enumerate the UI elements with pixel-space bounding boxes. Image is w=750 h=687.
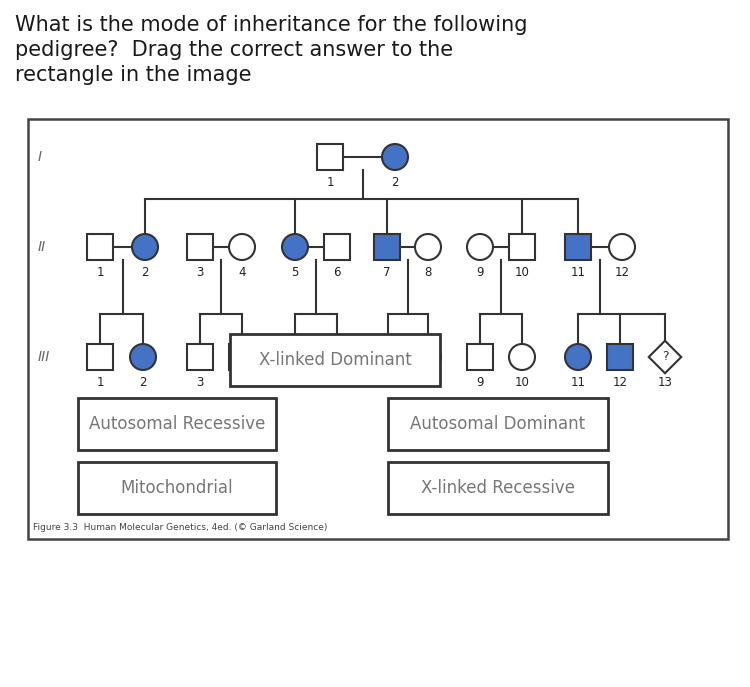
Text: Mitochondrial: Mitochondrial [121, 479, 233, 497]
Bar [565, 234, 591, 260]
Bar [375, 344, 401, 370]
Bar [187, 344, 213, 370]
Text: 5: 5 [291, 266, 298, 279]
Text: III: III [38, 350, 50, 364]
Text: X-linked Dominant: X-linked Dominant [259, 351, 411, 369]
Circle shape [282, 234, 308, 260]
Text: ?: ? [662, 350, 668, 363]
Text: 4: 4 [238, 376, 246, 389]
Text: II: II [38, 240, 46, 254]
Text: 6: 6 [333, 376, 340, 389]
Circle shape [609, 234, 635, 260]
Text: 7: 7 [383, 266, 391, 279]
Circle shape [467, 234, 493, 260]
Bar [28, 119, 728, 539]
Text: 3: 3 [196, 266, 204, 279]
Polygon shape [649, 341, 681, 373]
Circle shape [382, 144, 408, 170]
Text: 10: 10 [514, 266, 529, 279]
Bar [607, 344, 633, 370]
Bar [187, 234, 213, 260]
Circle shape [130, 344, 156, 370]
Bar [388, 462, 608, 514]
Text: 8: 8 [424, 376, 432, 389]
Text: 2: 2 [392, 176, 399, 189]
Bar [230, 334, 440, 386]
Circle shape [132, 234, 158, 260]
Text: 13: 13 [658, 376, 673, 389]
Bar [388, 398, 608, 450]
Text: 1: 1 [326, 176, 334, 189]
Text: 2: 2 [141, 266, 148, 279]
Circle shape [282, 344, 308, 370]
Text: 1: 1 [96, 376, 104, 389]
Text: 2: 2 [140, 376, 147, 389]
Bar [374, 234, 400, 260]
Text: 10: 10 [514, 376, 529, 389]
Text: 9: 9 [476, 266, 484, 279]
Circle shape [229, 234, 255, 260]
Text: 11: 11 [571, 266, 586, 279]
Text: X-linked Recessive: X-linked Recessive [421, 479, 575, 497]
Text: Autosomal Recessive: Autosomal Recessive [88, 415, 266, 433]
Bar [78, 462, 276, 514]
Bar [324, 234, 350, 260]
Text: 9: 9 [476, 376, 484, 389]
Text: rectangle in the image: rectangle in the image [15, 65, 251, 85]
Text: pedigree?  Drag the correct answer to the: pedigree? Drag the correct answer to the [15, 40, 453, 60]
Bar [87, 234, 113, 260]
Circle shape [509, 344, 535, 370]
Circle shape [415, 344, 441, 370]
Bar [229, 344, 255, 370]
Bar [78, 398, 276, 450]
Bar [467, 344, 493, 370]
Circle shape [565, 344, 591, 370]
Bar [509, 234, 535, 260]
Bar [324, 344, 350, 370]
Text: 6: 6 [333, 266, 340, 279]
Circle shape [415, 234, 441, 260]
Text: 12: 12 [613, 376, 628, 389]
Text: Autosomal Dominant: Autosomal Dominant [410, 415, 586, 433]
Text: What is the mode of inheritance for the following: What is the mode of inheritance for the … [15, 15, 527, 35]
Text: 11: 11 [571, 376, 586, 389]
Text: I: I [38, 150, 42, 164]
Text: 5: 5 [291, 376, 298, 389]
Text: 4: 4 [238, 266, 246, 279]
Text: 12: 12 [614, 266, 629, 279]
Text: 1: 1 [96, 266, 104, 279]
Text: 7: 7 [384, 376, 392, 389]
Bar [317, 144, 343, 170]
Bar [87, 344, 113, 370]
Text: Figure 3.3  Human Molecular Genetics, 4ed. (© Garland Science): Figure 3.3 Human Molecular Genetics, 4ed… [33, 523, 327, 532]
Text: 8: 8 [424, 266, 432, 279]
Text: 3: 3 [196, 376, 204, 389]
